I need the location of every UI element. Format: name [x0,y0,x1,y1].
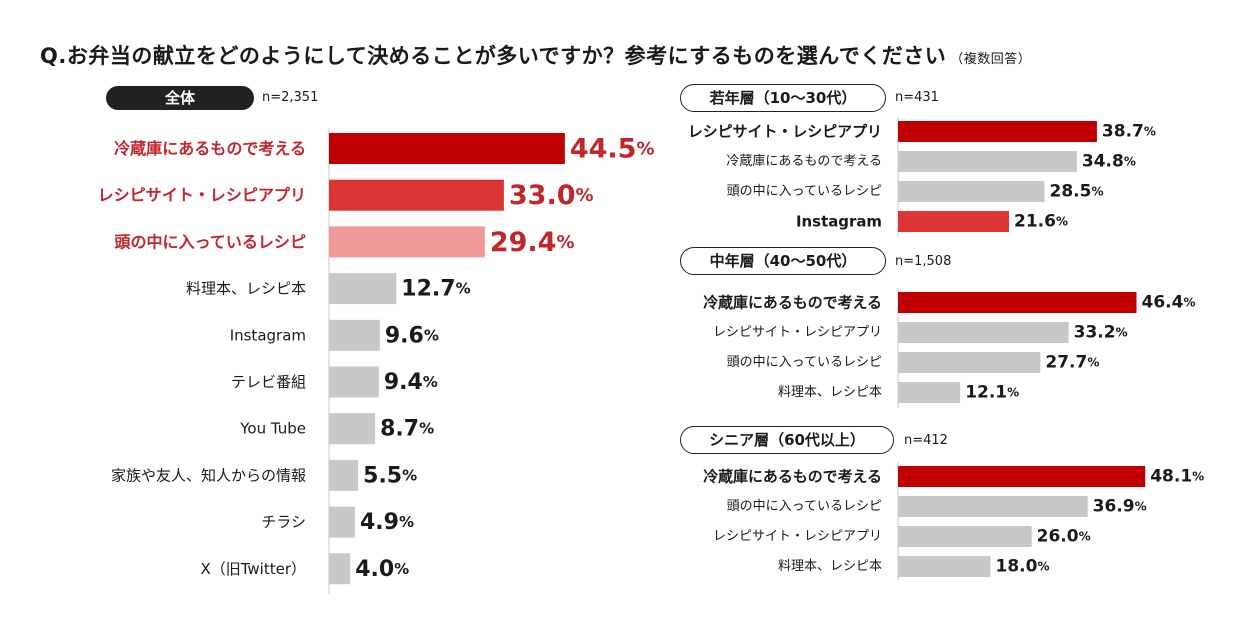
bar [329,273,397,305]
category-label: テレビ番組 [231,373,306,391]
category-label: 冷蔵庫にあるもので考える [703,468,882,486]
category-label: レシピサイト・レシピアプリ [98,186,306,205]
category-label: 冷蔵庫にあるもので考える [703,294,882,312]
bar [329,506,355,538]
value-label: 8.7% [380,416,434,441]
bar [329,553,351,585]
value-label: 28.5% [1049,182,1103,202]
n-young: n=431 [895,90,939,105]
category-label: 料理本、レシピ本 [778,385,882,400]
n-senior: n=412 [904,433,948,448]
category-label: 家族や友人、知人からの情報 [111,466,306,484]
value-label: 29.4% [490,226,575,257]
category-label: X（旧Twitter） [200,560,306,578]
bar [898,556,991,577]
category-label: チラシ [261,513,306,531]
value-label: 4.0% [355,556,409,581]
category-label: You Tube [239,420,306,438]
value-label: 46.4% [1141,293,1195,313]
category-label: 冷蔵庫にあるもので考える [726,154,882,169]
category-label: 頭の中に入っているレシピ [727,499,882,514]
value-label: 36.9% [1093,497,1147,517]
value-label: 33.0% [509,180,594,211]
value-label: 26.0% [1037,527,1091,547]
group-pill-young: 若年層（10〜30代） [680,84,886,112]
value-label: 12.7% [401,276,470,301]
bar [329,319,380,351]
value-label: 12.1% [965,383,1019,403]
category-label: 頭の中に入っているレシピ [727,355,882,370]
bar [898,382,961,403]
value-label: 4.9% [360,510,414,535]
bar [329,413,376,445]
category-label: Instagram [230,326,306,344]
bar [898,352,1041,373]
question-note: （複数回答） [950,52,1032,67]
bar [898,292,1137,313]
bar [329,226,485,258]
value-label: 9.6% [385,323,439,348]
value-label: 18.0% [996,557,1050,577]
n-overall: n=2,351 [262,90,319,105]
bar [898,322,1069,343]
bar [898,496,1088,517]
value-label: 33.2% [1074,323,1128,343]
n-middle: n=1,508 [895,254,952,269]
group-pill-middle: 中年層（40〜50代） [680,247,886,275]
category-label: レシピサイト・レシピアプリ [713,529,882,544]
value-label: 34.8% [1082,152,1136,172]
question-text: Q.お弁当の献立をどのようにして決めることが多いですか？参考にするものを選んでく… [40,44,947,68]
bar [898,466,1146,487]
category-label: 頭の中に入っているレシピ [114,232,306,251]
bar [898,211,1010,232]
bar [898,151,1077,172]
bar [329,179,504,211]
bar [898,121,1097,142]
category-label: レシピサイト・レシピアプリ [688,123,882,141]
category-label: レシピサイト・レシピアプリ [713,325,882,340]
bar [329,459,359,491]
value-label: 21.6% [1014,212,1068,232]
category-label: Instagram [796,213,882,231]
value-label: 48.1% [1150,467,1204,487]
value-label: 44.5% [570,133,655,164]
category-label: 冷蔵庫にあるもので考える [114,139,306,158]
group-pill-overall: 全体 [106,86,254,110]
bar [329,366,379,398]
question-title: Q.お弁当の献立をどのようにして決めることが多いですか？参考にするものを選んでく… [40,40,1031,70]
category-label: 料理本、レシピ本 [778,559,882,574]
value-label: 38.7% [1102,122,1156,142]
value-label: 5.5% [363,463,417,488]
category-label: 頭の中に入っているレシピ [727,184,882,199]
bar [898,526,1032,547]
bar [898,181,1045,202]
value-label: 9.4% [384,370,438,395]
value-label: 27.7% [1045,353,1099,373]
category-label: 料理本、レシピ本 [186,280,306,298]
group-pill-senior: シニア層（60代以上） [680,426,894,454]
bar [329,133,565,164]
